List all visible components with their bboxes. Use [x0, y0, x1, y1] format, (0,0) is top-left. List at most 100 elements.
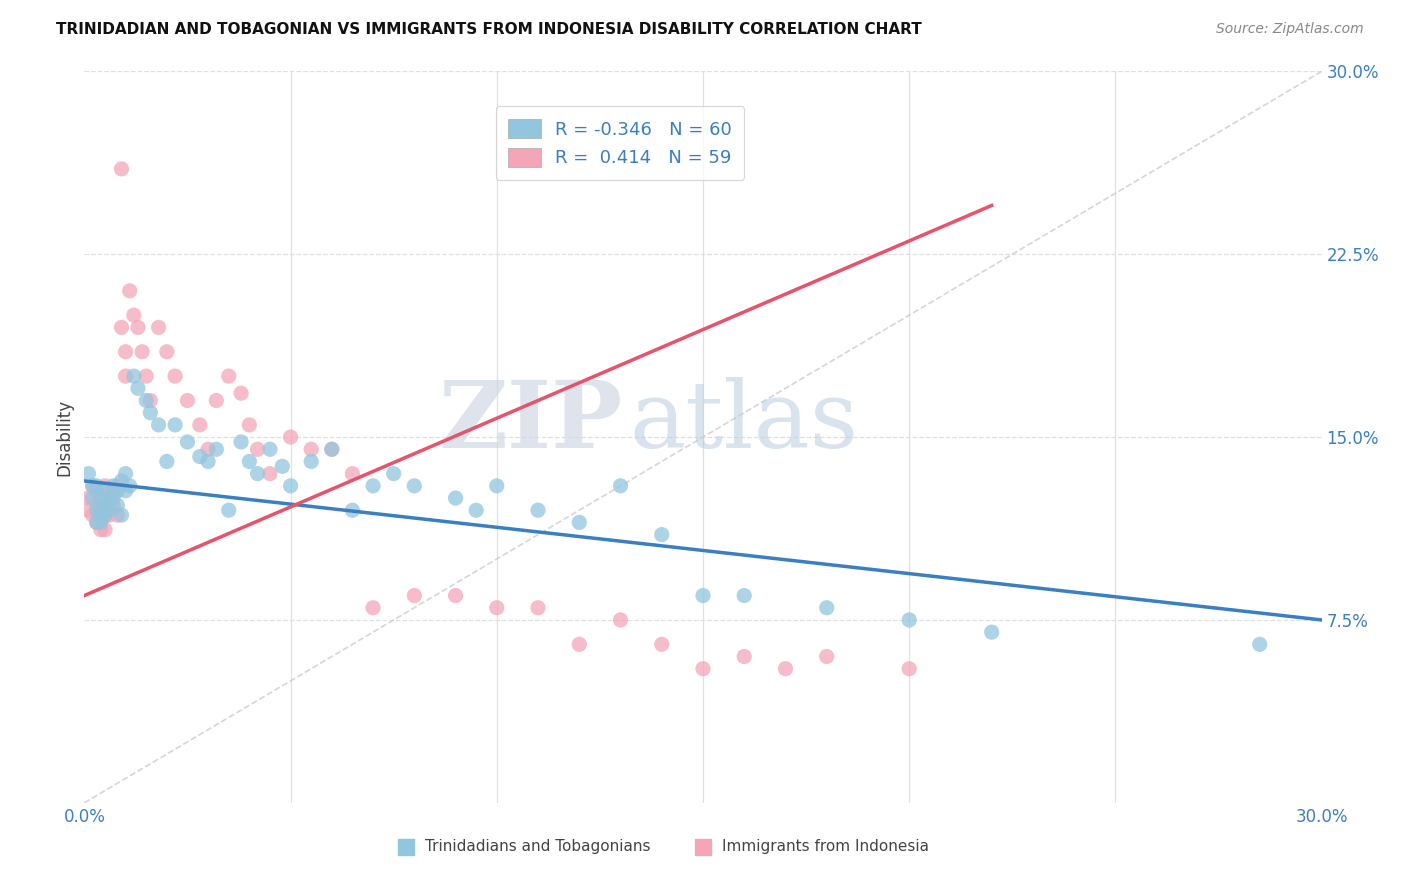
Point: [114, 467, 136, 481]
Point: [485, 479, 508, 493]
Point: [361, 600, 384, 615]
Point: [103, 491, 125, 505]
Point: [156, 344, 179, 359]
Point: [122, 308, 145, 322]
Point: [82, 491, 104, 505]
Point: [382, 467, 405, 481]
Point: [197, 454, 219, 468]
Point: [103, 499, 125, 513]
Point: [527, 600, 550, 615]
Point: [229, 434, 252, 449]
Point: [110, 320, 132, 334]
Point: [609, 479, 631, 493]
Point: [898, 662, 921, 676]
Point: [94, 479, 117, 493]
Text: TRINIDADIAN AND TOBAGONIAN VS IMMIGRANTS FROM INDONESIA DISABILITY CORRELATION C: TRINIDADIAN AND TOBAGONIAN VS IMMIGRANTS…: [56, 22, 922, 37]
Point: [361, 479, 384, 493]
Point: [118, 284, 141, 298]
Point: [404, 479, 426, 493]
Point: [90, 491, 112, 505]
Point: [94, 508, 117, 522]
Y-axis label: Disability: Disability: [55, 399, 73, 475]
Point: [165, 369, 187, 384]
Point: [135, 369, 157, 384]
Point: [342, 467, 364, 481]
Point: [105, 508, 128, 522]
Point: [139, 406, 162, 420]
Point: [815, 600, 838, 615]
Point: [110, 161, 132, 176]
Point: [205, 393, 228, 408]
Point: [197, 442, 219, 457]
Point: [465, 503, 488, 517]
Point: [259, 442, 281, 457]
Point: [898, 613, 921, 627]
Point: [271, 459, 294, 474]
Point: [131, 344, 153, 359]
Point: [114, 483, 136, 498]
Point: [77, 467, 100, 481]
Point: [90, 516, 112, 530]
Text: atlas: atlas: [628, 377, 858, 467]
Point: [77, 503, 100, 517]
Point: [86, 479, 108, 493]
Point: [98, 491, 121, 505]
Point: [110, 474, 132, 488]
Point: [148, 417, 170, 432]
Point: [609, 613, 631, 627]
Point: [103, 483, 125, 498]
Point: [98, 491, 121, 505]
Point: [90, 491, 112, 505]
Point: [692, 662, 714, 676]
Point: [86, 503, 108, 517]
Point: [342, 503, 364, 517]
Point: [118, 479, 141, 493]
Point: [246, 442, 269, 457]
Point: [127, 320, 149, 334]
Text: Trinidadians and Tobagonians: Trinidadians and Tobagonians: [425, 839, 650, 855]
Point: [775, 662, 797, 676]
Point: [404, 589, 426, 603]
Point: [114, 369, 136, 384]
Point: [444, 589, 467, 603]
Point: [105, 479, 128, 493]
Point: [229, 386, 252, 401]
Point: [651, 637, 673, 651]
Point: [527, 503, 550, 517]
Point: [139, 393, 162, 408]
Point: [176, 393, 198, 408]
Point: [321, 442, 343, 457]
Point: [94, 508, 117, 522]
Point: [568, 637, 591, 651]
Point: [692, 589, 714, 603]
Point: [259, 467, 281, 481]
Point: [86, 516, 108, 530]
Point: [148, 320, 170, 334]
Point: [246, 467, 269, 481]
Point: [188, 450, 211, 464]
Point: [238, 454, 260, 468]
Point: [94, 523, 117, 537]
Point: [321, 442, 343, 457]
Point: [94, 499, 117, 513]
Point: [82, 479, 104, 493]
Point: [176, 434, 198, 449]
Point: [94, 499, 117, 513]
Point: [94, 483, 117, 498]
Legend: R = -0.346   N = 60, R =  0.414   N = 59: R = -0.346 N = 60, R = 0.414 N = 59: [495, 106, 744, 180]
Point: [280, 430, 302, 444]
Point: [218, 503, 240, 517]
Text: Source: ZipAtlas.com: Source: ZipAtlas.com: [1216, 22, 1364, 37]
Point: [103, 479, 125, 493]
Point: [86, 499, 108, 513]
Point: [90, 508, 112, 522]
Point: [86, 516, 108, 530]
Point: [114, 344, 136, 359]
Point: [299, 454, 322, 468]
Point: [1249, 637, 1271, 651]
Point: [485, 600, 508, 615]
Point: [238, 417, 260, 432]
Point: [90, 503, 112, 517]
Point: [90, 523, 112, 537]
Point: [980, 625, 1002, 640]
